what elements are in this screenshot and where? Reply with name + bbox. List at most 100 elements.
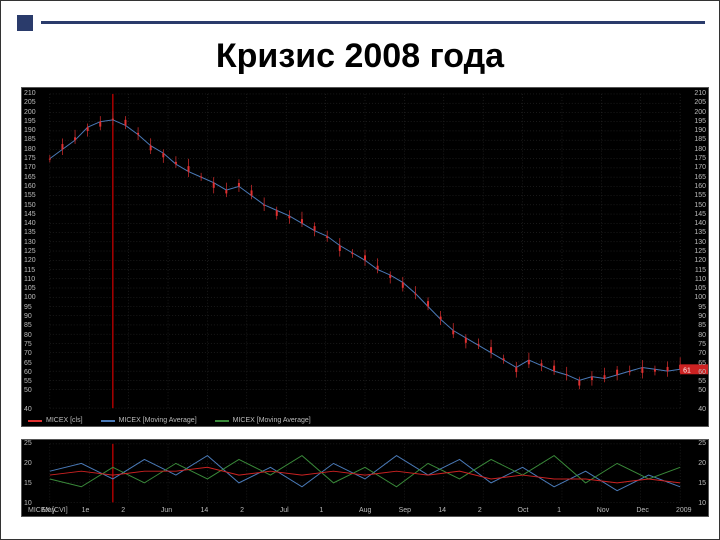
slide-frame: Кризис 2008 года 61 40 50 55 60 65 70 75 80 85 90…	[0, 0, 720, 540]
x-tick-label: 2	[240, 507, 244, 514]
y-tick-label: 140	[694, 220, 706, 227]
y-tick-label: 25	[24, 440, 32, 447]
y-tick-label: 210	[24, 90, 36, 97]
y-tick-label: 100	[694, 294, 706, 301]
y-tick-label: 50	[698, 387, 706, 394]
x-tick-label: 1	[557, 507, 561, 514]
y-tick-label: 185	[24, 136, 36, 143]
y-tick-label: 100	[24, 294, 36, 301]
y-tick-label: 120	[694, 257, 706, 264]
x-tick-label: 2	[121, 507, 125, 514]
x-tick-label: May	[42, 507, 55, 514]
legend-label: MICEX [Moving Average]	[119, 417, 197, 424]
y-tick-label: 180	[694, 146, 706, 153]
y-tick-label: 125	[694, 248, 706, 255]
x-tick-label: Sep	[399, 507, 411, 514]
y-tick-label: 105	[24, 285, 36, 292]
x-tick-label: Jun	[161, 507, 172, 514]
x-tick-label: Dec	[636, 507, 648, 514]
y-tick-label: 95	[24, 304, 32, 311]
slide-title: Кризис 2008 года	[1, 37, 719, 76]
y-tick-label: 145	[24, 211, 36, 218]
y-tick-label: 40	[24, 406, 32, 413]
legend-item: MICEX [cls]	[28, 417, 83, 424]
y-tick-label: 135	[694, 229, 706, 236]
y-tick-label: 115	[695, 267, 706, 274]
y-tick-label: 130	[694, 239, 706, 246]
y-tick-label: 55	[698, 378, 706, 385]
y-tick-label: 125	[24, 248, 36, 255]
legend-swatch	[28, 420, 42, 422]
y-tick-label: 15	[698, 480, 706, 487]
y-tick-label: 150	[24, 202, 36, 209]
y-tick-label: 80	[698, 332, 706, 339]
x-tick-label: Nov	[597, 507, 609, 514]
y-tick-label: 175	[24, 155, 36, 162]
y-tick-label: 60	[24, 369, 32, 376]
price-chart-panel: 61 40 50 55 60 65 70 75 80 85 90 95 100 105 110 115 120…	[21, 87, 709, 427]
y-tick-label: 150	[694, 202, 706, 209]
y-tick-label: 115	[24, 267, 35, 274]
y-tick-label: 50	[24, 387, 32, 394]
y-tick-label: 65	[24, 360, 32, 367]
x-tick-label: 1e	[82, 507, 90, 514]
x-tick-label: 14	[438, 507, 446, 514]
y-tick-label: 15	[24, 480, 32, 487]
y-tick-label: 55	[24, 378, 32, 385]
x-tick-label: Jul	[280, 507, 289, 514]
y-tick-label: 20	[24, 460, 32, 467]
y-tick-label: 165	[694, 174, 706, 181]
y-tick-label: 200	[694, 109, 706, 116]
y-tick-label: 195	[694, 118, 706, 125]
y-tick-label: 160	[24, 183, 36, 190]
y-tick-label: 75	[24, 341, 32, 348]
y-tick-label: 195	[24, 118, 36, 125]
y-tick-label: 155	[694, 192, 706, 199]
y-tick-label: 185	[694, 136, 706, 143]
y-tick-label: 90	[24, 313, 32, 320]
y-tick-label: 95	[698, 304, 706, 311]
y-tick-label: 70	[24, 350, 32, 357]
y-tick-label: 160	[694, 183, 706, 190]
indicator-svg	[22, 440, 708, 516]
y-tick-label: 80	[24, 332, 32, 339]
y-tick-label: 10	[698, 500, 706, 507]
y-tick-label: 145	[694, 211, 706, 218]
y-tick-label: 65	[698, 360, 706, 367]
y-tick-label: 140	[24, 220, 36, 227]
y-tick-label: 170	[24, 164, 36, 171]
price-legend: MICEX [cls] MICEX [Moving Average] MICEX […	[28, 417, 311, 424]
legend-label: MICEX [Moving Average]	[233, 417, 311, 424]
y-tick-label: 180	[24, 146, 36, 153]
y-tick-label: 190	[24, 127, 36, 134]
y-tick-label: 205	[24, 99, 36, 106]
legend-label: MICEX [cls]	[46, 417, 83, 424]
legend-swatch	[101, 420, 115, 422]
chart-container: 61 4050556065707580859095100105110115120…	[21, 87, 709, 527]
y-tick-label: 85	[698, 322, 706, 329]
y-tick-label: 90	[698, 313, 706, 320]
y-tick-label: 170	[694, 164, 706, 171]
y-tick-label: 155	[24, 192, 36, 199]
y-tick-label: 25	[698, 440, 706, 447]
x-tick-label: 2	[478, 507, 482, 514]
y-tick-label: 40	[698, 406, 706, 413]
slide-accent-rule	[41, 21, 705, 24]
y-tick-label: 200	[24, 109, 36, 116]
price-chart-svg: 61	[22, 88, 708, 426]
y-tick-label: 165	[24, 174, 36, 181]
y-tick-label: 135	[24, 229, 36, 236]
x-tick-label: 14	[201, 507, 209, 514]
y-tick-label: 205	[694, 99, 706, 106]
y-tick-label: 110	[695, 276, 706, 283]
y-tick-label: 10	[24, 500, 32, 507]
y-tick-label: 75	[698, 341, 706, 348]
y-tick-label: 190	[694, 127, 706, 134]
y-tick-label: 70	[698, 350, 706, 357]
y-tick-label: 175	[694, 155, 706, 162]
slide-accent-square	[17, 15, 33, 31]
y-tick-label: 20	[698, 460, 706, 467]
y-tick-label: 85	[24, 322, 32, 329]
y-tick-label: 130	[24, 239, 36, 246]
y-tick-label: 120	[24, 257, 36, 264]
